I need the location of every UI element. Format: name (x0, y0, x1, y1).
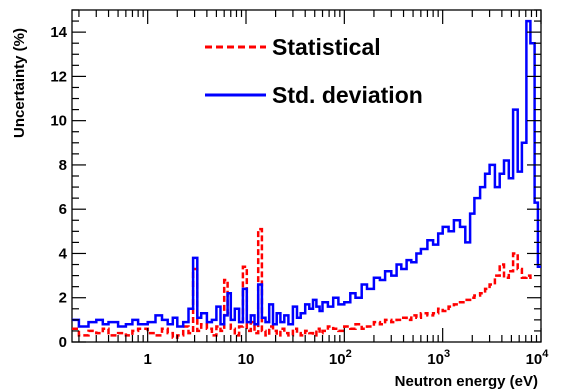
series-layer (72, 19, 541, 339)
legend-label-std-deviation: Std. deviation (272, 82, 423, 108)
series-line-statistical (72, 227, 535, 339)
x-tick-exponent: 2 (346, 348, 352, 360)
x-axis-title: Neutron energy (eV) (395, 373, 538, 390)
y-tick-label: 0 (59, 334, 67, 351)
x-tick-label: 1 (143, 351, 151, 368)
y-tick-label: 14 (50, 24, 67, 41)
y-tick-label: 10 (50, 113, 67, 130)
series-line-std-deviation (72, 19, 541, 328)
y-tick-label: 12 (50, 68, 67, 85)
x-tick-exponent: 4 (542, 348, 549, 360)
legend: Statistical Std. deviation (205, 34, 423, 108)
x-tick-label: 10 (238, 351, 255, 368)
y-axis: 0 2 4 6 8 10 12 14 (50, 9, 541, 351)
y-tick-label: 8 (59, 157, 67, 174)
y-tick-label: 6 (59, 201, 67, 218)
legend-label-statistical: Statistical (272, 34, 381, 60)
x-tick-exponent: 3 (444, 348, 450, 360)
x-axis: 1 10 102 103 104 (78, 10, 549, 368)
y-axis-title: Uncertainty (%) (11, 28, 28, 138)
y-tick-label: 2 (59, 290, 67, 307)
y-tick-label: 4 (59, 245, 68, 262)
